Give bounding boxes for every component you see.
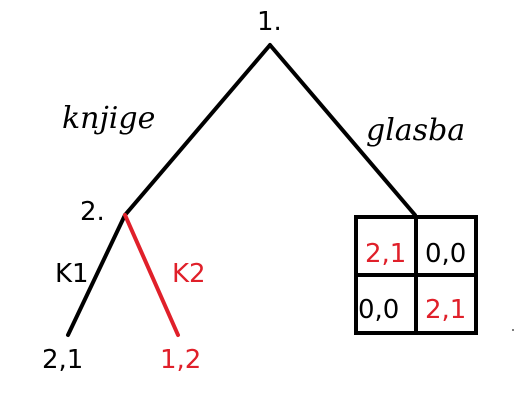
root-node-label: 1. bbox=[257, 7, 282, 37]
payoff-matrix: 2,1 0,0 0,0 2,1 bbox=[354, 215, 478, 335]
matrix-cell-0-1: 0,0 bbox=[425, 239, 466, 269]
k1-branch-line bbox=[66, 213, 127, 337]
k1-payoff: 2,1 bbox=[42, 345, 83, 375]
left-branch-label: knjige bbox=[62, 101, 155, 136]
k2-payoff: 1,2 bbox=[160, 345, 201, 375]
right-branch-line bbox=[268, 43, 417, 217]
right-branch-label: glasba bbox=[366, 113, 465, 148]
matrix-cell-1-1: 2,1 bbox=[425, 295, 466, 325]
matrix-cell-1-0: 0,0 bbox=[358, 295, 399, 325]
matrix-cell-0-0: 2,1 bbox=[365, 239, 406, 269]
k1-branch-label: K1 bbox=[55, 259, 89, 289]
k2-branch-line bbox=[123, 213, 180, 337]
left-branch-line bbox=[123, 43, 272, 217]
k2-branch-label: K2 bbox=[172, 259, 206, 289]
stray-mark bbox=[512, 329, 514, 331]
node2-label: 2. bbox=[80, 197, 105, 227]
